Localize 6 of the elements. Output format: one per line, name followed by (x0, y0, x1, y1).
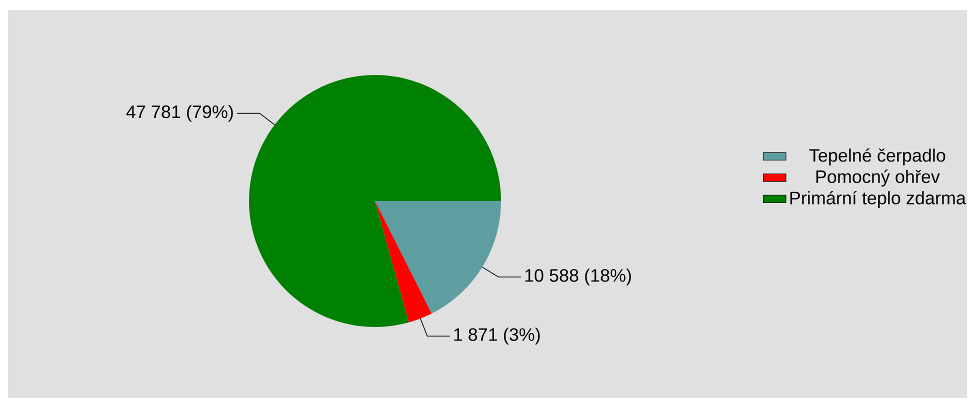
data-label: 47 781 (79%) (126, 104, 233, 122)
data-label: 1 871 (3%) (454, 328, 540, 345)
legend-label: Pomocný ohřev (816, 170, 940, 187)
legend-label: Primární teplo zdarma (790, 190, 966, 208)
legend-label: Tepelné čerpadlo (809, 148, 946, 166)
data-label: 10 588 (18%) (525, 268, 631, 286)
